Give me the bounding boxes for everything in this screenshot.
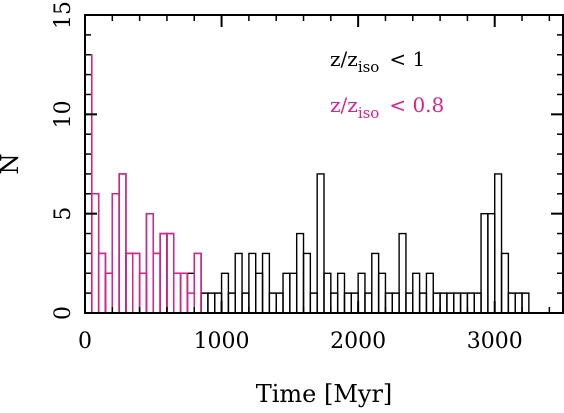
y-tick-label: 5 bbox=[51, 207, 76, 221]
x-tick-label: 3000 bbox=[467, 329, 523, 354]
histogram-bar bbox=[398, 232, 407, 313]
histogram-bar bbox=[500, 252, 510, 313]
y-tick-label: 15 bbox=[51, 1, 76, 29]
x-tick-label: 1000 bbox=[194, 329, 250, 354]
histogram-bar bbox=[261, 252, 271, 313]
histogram-bar bbox=[521, 292, 530, 313]
x-tick-label: 0 bbox=[78, 329, 92, 354]
histogram-bar bbox=[118, 173, 127, 313]
tick-layer: 0 1000 2000 3000 0 5 10 15 bbox=[51, 1, 563, 354]
legend-entry-2: z/ziso < 0.8 bbox=[330, 93, 444, 122]
y-axis-label: N bbox=[0, 154, 24, 175]
histogram-bar bbox=[494, 173, 503, 313]
x-axis-label: Time [Myr] bbox=[256, 380, 393, 408]
legend: z/ziso < 1 z/ziso < 0.8 bbox=[330, 47, 444, 122]
y-tick-label: 0 bbox=[51, 306, 76, 320]
plot-frame bbox=[84, 14, 564, 314]
legend-entry-1: z/ziso < 1 bbox=[330, 47, 425, 76]
x-tick-label: 2000 bbox=[330, 329, 386, 354]
histogram-bar bbox=[193, 252, 202, 313]
histogram-bar bbox=[234, 252, 243, 313]
histogram-bar bbox=[302, 252, 312, 313]
histogram-bar bbox=[316, 173, 325, 313]
y-tick-label: 10 bbox=[51, 100, 76, 128]
